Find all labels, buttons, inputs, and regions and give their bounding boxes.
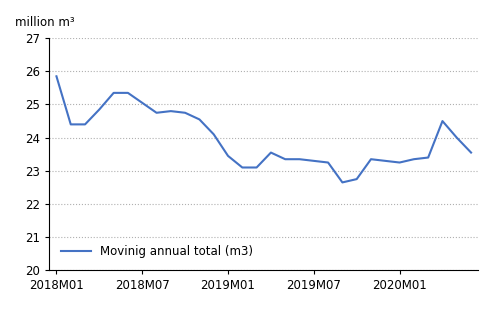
Movinig annual total (m3)	[225, 154, 231, 158]
Legend: Movinig annual total (m3): Movinig annual total (m3)	[55, 239, 259, 264]
Movinig annual total (m3)	[154, 111, 160, 115]
Text: million m³: million m³	[15, 16, 74, 29]
Movinig annual total (m3)	[53, 74, 60, 78]
Movinig annual total (m3)	[282, 157, 288, 161]
Movinig annual total (m3)	[268, 151, 274, 155]
Movinig annual total (m3)	[339, 181, 345, 184]
Movinig annual total (m3)	[411, 157, 417, 161]
Movinig annual total (m3)	[125, 91, 131, 95]
Movinig annual total (m3)	[182, 111, 188, 115]
Movinig annual total (m3)	[425, 156, 431, 159]
Movinig annual total (m3)	[68, 122, 74, 126]
Movinig annual total (m3)	[368, 157, 374, 161]
Movinig annual total (m3)	[211, 132, 217, 136]
Movinig annual total (m3)	[239, 166, 245, 169]
Movinig annual total (m3)	[297, 157, 303, 161]
Movinig annual total (m3)	[383, 159, 388, 163]
Movinig annual total (m3)	[196, 117, 202, 121]
Movinig annual total (m3)	[325, 161, 331, 164]
Movinig annual total (m3)	[253, 166, 259, 169]
Line: Movinig annual total (m3): Movinig annual total (m3)	[56, 76, 471, 183]
Movinig annual total (m3)	[110, 91, 116, 95]
Movinig annual total (m3)	[97, 107, 103, 111]
Movinig annual total (m3)	[468, 151, 474, 155]
Movinig annual total (m3)	[353, 177, 359, 181]
Movinig annual total (m3)	[311, 159, 317, 163]
Movinig annual total (m3)	[82, 122, 88, 126]
Movinig annual total (m3)	[396, 161, 402, 164]
Movinig annual total (m3)	[440, 119, 446, 123]
Movinig annual total (m3)	[168, 109, 174, 113]
Movinig annual total (m3)	[140, 101, 145, 105]
Movinig annual total (m3)	[454, 136, 459, 140]
